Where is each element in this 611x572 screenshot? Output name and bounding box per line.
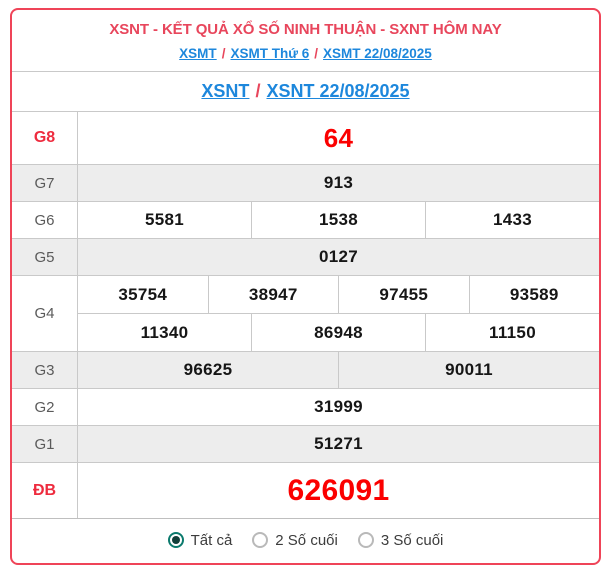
prize-value-line: 0127 bbox=[78, 239, 599, 275]
prize-value-line: 626091 bbox=[78, 463, 599, 518]
prize-label: G3 bbox=[12, 352, 78, 388]
page-title: XSNT - KẾT QUẢ XỔ SỐ NINH THUẬN - SXNT H… bbox=[109, 21, 502, 38]
prize-number: 0127 bbox=[318, 247, 359, 266]
prize-number: 11150 bbox=[425, 314, 599, 351]
prize-values: 913 bbox=[78, 165, 599, 201]
prize-value-line: 35754 38947 97455 93589 bbox=[78, 276, 599, 313]
filter-option-2-so-cuoi[interactable]: 2 Số cuối bbox=[252, 532, 338, 549]
breadcrumb-link-xsmt[interactable]: XSMT bbox=[179, 46, 217, 61]
prize-number: 35754 bbox=[118, 284, 168, 304]
breadcrumb-link-xsnt[interactable]: XSNT bbox=[201, 81, 250, 101]
prize-label: G2 bbox=[12, 389, 78, 425]
prize-number: 913 bbox=[323, 173, 354, 192]
prize-values: 0127 bbox=[78, 239, 599, 275]
prize-label: G7 bbox=[12, 165, 78, 201]
prize-label: ĐB bbox=[12, 463, 78, 518]
prize-number: 51271 bbox=[314, 434, 363, 453]
prize-number: 31999 bbox=[314, 397, 363, 416]
breadcrumb-top: XSMT / XSMT Thứ 6 / XSMT 22/08/2025 bbox=[12, 46, 599, 61]
prize-row-g5: G5 0127 bbox=[12, 238, 599, 275]
prize-label: G6 bbox=[12, 202, 78, 238]
prize-row-g6: G6 5581 1538 1433 bbox=[12, 201, 599, 238]
prize-value-line: 11340 86948 11150 bbox=[78, 313, 599, 351]
prize-number: 86948 bbox=[251, 314, 425, 351]
prize-label: G5 bbox=[12, 239, 78, 275]
prize-values: 5581 1538 1433 bbox=[78, 202, 599, 238]
filter-bar: Tất cả 2 Số cuối 3 Số cuối bbox=[12, 518, 599, 561]
filter-option-3-so-cuoi[interactable]: 3 Số cuối bbox=[357, 531, 444, 549]
radio-icon[interactable] bbox=[167, 532, 184, 548]
prize-number: 5581 bbox=[144, 210, 185, 229]
prize-values: 64 bbox=[78, 112, 599, 164]
prize-row-đb: ĐB 626091 bbox=[12, 462, 599, 518]
prize-number: 38947 bbox=[207, 276, 339, 313]
prize-row-g3: G3 96625 90011 bbox=[12, 351, 599, 388]
prize-number: 64 bbox=[323, 122, 354, 153]
prize-row-g8: G8 64 bbox=[12, 112, 599, 164]
breadcrumb-sub: XSNT / XSNT 22/08/2025 bbox=[12, 72, 599, 112]
prize-number: 11340 bbox=[140, 322, 189, 342]
prize-number: 97455 bbox=[338, 276, 469, 313]
breadcrumb-separator: / bbox=[255, 81, 261, 101]
prize-values: 626091 bbox=[78, 463, 599, 518]
prize-value-line: 64 bbox=[78, 112, 599, 164]
prize-label: G8 bbox=[12, 112, 78, 164]
prize-row-g2: G2 31999 bbox=[12, 388, 599, 425]
radio-icon[interactable] bbox=[252, 532, 269, 548]
prize-values: 51271 bbox=[78, 426, 599, 462]
results-table: G8 64 G7 913 G6 5581 1538 1433 G5 0127 G4 35754 3894… bbox=[12, 112, 599, 518]
prize-number: 90011 bbox=[338, 352, 599, 388]
prize-number: 93589 bbox=[468, 276, 600, 313]
prize-row-g4: G4 35754 38947 97455 93589 11340 86948 11150 bbox=[12, 275, 599, 351]
breadcrumb-link-xsmt-thu6[interactable]: XSMT Thứ 6 bbox=[230, 46, 310, 61]
filter-option-label: Tất cả bbox=[190, 531, 233, 549]
prize-value-line: 5581 1538 1433 bbox=[78, 202, 599, 238]
prize-row-g1: G1 51271 bbox=[12, 425, 599, 462]
prize-number: 1433 bbox=[425, 202, 599, 238]
lottery-results-card: XSNT - KẾT QUẢ XỔ SỐ NINH THUẬN - SXNT H… bbox=[10, 8, 601, 565]
prize-values: 96625 90011 bbox=[78, 352, 599, 388]
prize-value-line: 96625 90011 bbox=[78, 352, 599, 388]
prize-label: G1 bbox=[12, 426, 78, 462]
prize-value-line: 31999 bbox=[78, 389, 599, 425]
radio-icon[interactable] bbox=[357, 532, 374, 548]
prize-label: G4 bbox=[12, 276, 78, 351]
card-header: XSNT - KẾT QUẢ XỔ SỐ NINH THUẬN - SXNT H… bbox=[12, 10, 599, 72]
filter-option-label: 3 Số cuối bbox=[380, 531, 444, 549]
filter-option-label: 2 Số cuối bbox=[275, 531, 338, 549]
prize-value-line: 913 bbox=[78, 165, 599, 201]
prize-values: 31999 bbox=[78, 389, 599, 425]
breadcrumb-separator: / bbox=[221, 46, 226, 61]
breadcrumb-link-xsnt-date[interactable]: XSNT 22/08/2025 bbox=[266, 81, 410, 101]
prize-number: 96625 bbox=[183, 360, 233, 379]
prize-number: 626091 bbox=[287, 473, 390, 507]
prize-row-g7: G7 913 bbox=[12, 164, 599, 201]
prize-value-line: 51271 bbox=[78, 426, 599, 462]
filter-option-tat-ca[interactable]: Tất cả bbox=[167, 531, 233, 549]
breadcrumb-separator: / bbox=[314, 46, 318, 61]
breadcrumb-link-xsmt-date[interactable]: XSMT 22/08/2025 bbox=[323, 46, 432, 61]
prize-values: 35754 38947 97455 93589 11340 86948 11150 bbox=[78, 276, 599, 351]
prize-number: 1538 bbox=[251, 202, 425, 238]
